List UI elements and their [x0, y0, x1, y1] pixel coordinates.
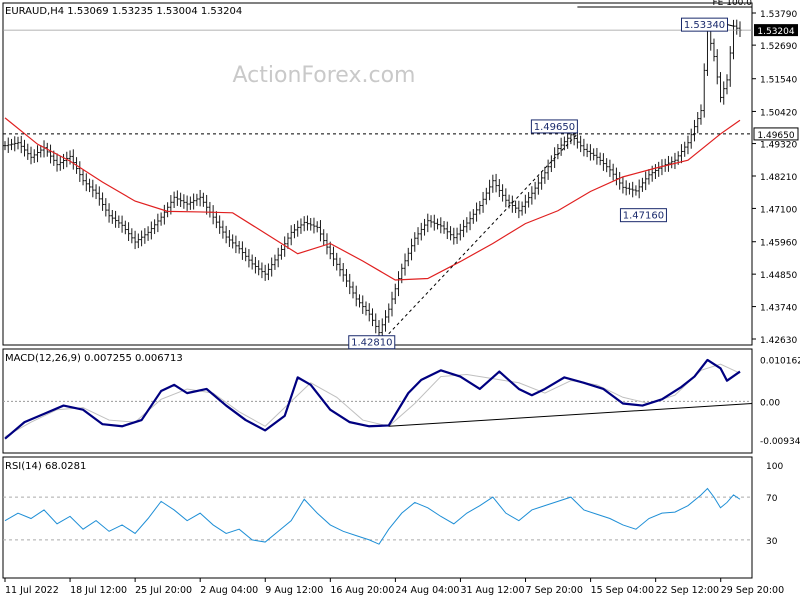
price-y-tick-label: 1.48210: [760, 173, 797, 183]
annotation-1-42810: 1.42810: [348, 335, 396, 350]
price-y-tick-label: 1.51540: [760, 76, 797, 86]
annotation-label: 1.47160: [623, 211, 664, 222]
x-tick-label: 24 Aug 04:00: [395, 585, 459, 596]
moving-average-line: [4, 117, 741, 281]
x-tick-label: 29 Sep 20:00: [721, 585, 784, 596]
annotation-leader: [727, 24, 734, 27]
current-price-label: 1.53204: [757, 27, 794, 37]
price-y-tick-label: 1.43740: [760, 304, 797, 314]
macd-trendline: [388, 402, 753, 427]
x-tick-label: 16 Aug 20:00: [330, 585, 394, 596]
watermark: ActionForex.com: [233, 63, 416, 88]
level-price-box: [753, 127, 799, 141]
rsi-y-tick-label: 30: [766, 537, 778, 547]
x-tick-label: 15 Sep 04:00: [591, 585, 654, 596]
rsi-line: [4, 487, 741, 545]
symbol-header: EURAUD,H4 1.53069 1.53235 1.53004 1.5320…: [5, 6, 242, 17]
fe-label: FE 100.0: [713, 0, 753, 8]
macd-y-tick-label: 0.010162: [760, 356, 800, 366]
rsi-y-tick-label: 100: [766, 462, 783, 472]
x-tick-label: 25 Jul 20:00: [135, 585, 192, 596]
level-price-label: 1.49650: [757, 131, 794, 141]
price-y-tick-label: 1.50420: [760, 108, 797, 118]
annotation-label: 1.53340: [684, 20, 725, 31]
annotation-1-53340: 1.53340: [680, 17, 734, 32]
annotation-1-49650: 1.49650: [530, 119, 578, 134]
annotation-box: [619, 208, 667, 223]
annotation-box: [530, 119, 578, 134]
x-tick-label: 18 Jul 12:00: [70, 585, 127, 596]
price-y-tick-label: 1.45960: [760, 239, 797, 249]
rsi-header: RSI(14) 68.0281: [5, 461, 86, 472]
macd-line: [4, 358, 741, 440]
price-y-tick-label: 1.52690: [760, 42, 797, 52]
price-trendline: [388, 133, 578, 335]
rsi-y-tick-label: 70: [766, 494, 778, 504]
price-y-tick-label: 1.47100: [760, 205, 797, 215]
macd-y-tick-label: 0.00: [760, 398, 780, 408]
current-price-box: [754, 24, 798, 37]
price-panel: [2, 2, 753, 346]
annotation-label: 1.42810: [351, 338, 392, 349]
x-tick-label: 9 Aug 12:00: [265, 585, 323, 596]
price-y-tick-label: 1.49320: [760, 141, 797, 151]
annotation-box: [348, 335, 396, 350]
annotation-1-47160: 1.47160: [619, 208, 667, 223]
macd-y-tick-label: -0.009344: [760, 437, 800, 447]
x-tick-label: 11 Jul 2022: [5, 585, 59, 596]
macd-signal-line: [4, 363, 741, 438]
x-tick-label: 22 Sep 12:00: [656, 585, 719, 596]
x-tick-label: 7 Sep 20:00: [526, 585, 583, 596]
macd-header: MACD(12,26,9) 0.007255 0.006713: [5, 353, 183, 364]
price-y-tick-label: 1.42630: [760, 336, 797, 346]
x-tick-label: 2 Aug 04:00: [200, 585, 258, 596]
price-y-tick-label: 1.44850: [760, 271, 797, 281]
annotation-label: 1.49650: [534, 122, 575, 133]
price-y-tick-label: 1.53790: [760, 10, 797, 20]
rsi-panel: [2, 456, 753, 579]
x-tick-label: 31 Aug 12:00: [460, 585, 524, 596]
